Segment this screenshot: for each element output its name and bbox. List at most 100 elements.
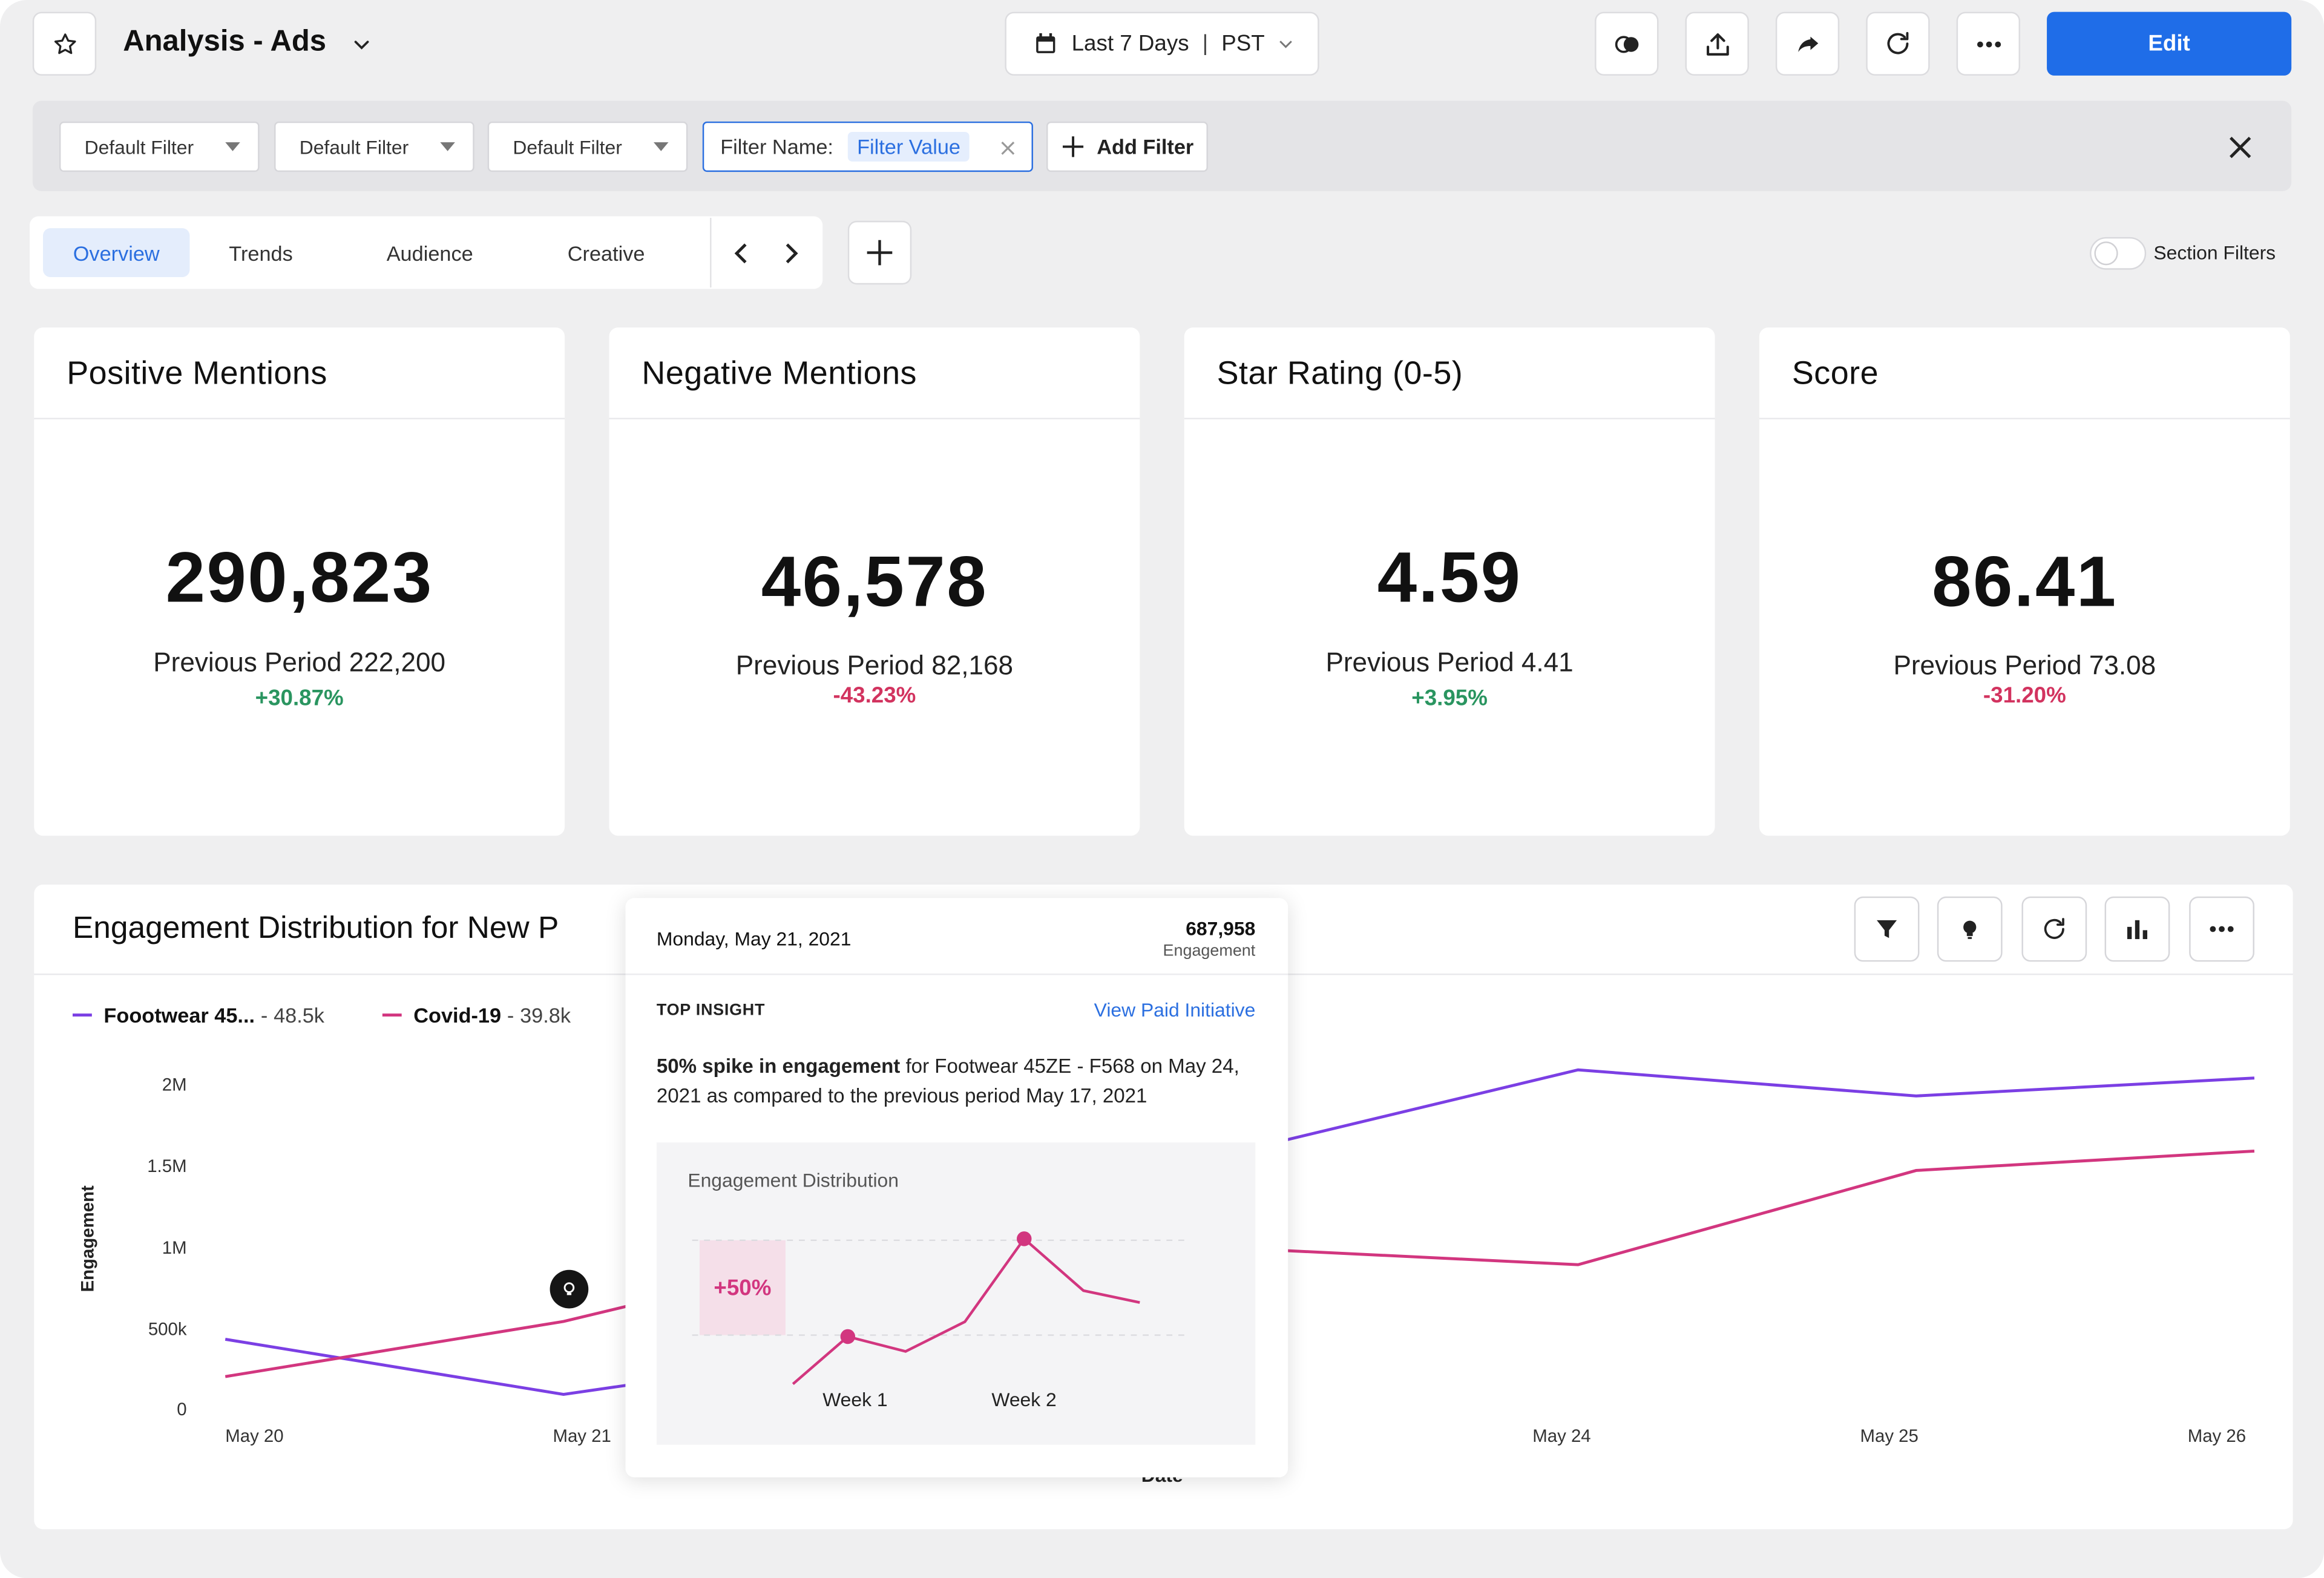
- x-tick-label: May 26: [2187, 1425, 2247, 1447]
- active-filter-value: Filter Value: [848, 131, 970, 162]
- insight-marker[interactable]: [550, 1269, 589, 1309]
- upload-icon: [1705, 32, 1728, 55]
- compare-button[interactable]: [1595, 11, 1659, 76]
- filter-label: Default Filter: [299, 136, 409, 158]
- mini-tick-week-1: Week 1: [822, 1388, 888, 1411]
- tab-trends[interactable]: Trends: [229, 240, 293, 265]
- legend-series-value: 39.8k: [520, 1003, 571, 1027]
- y-tick-label: 2M: [162, 1074, 187, 1095]
- more-icon: [1976, 41, 2000, 47]
- chart-more-button[interactable]: [2189, 896, 2254, 962]
- toggle-knob: [2094, 241, 2118, 266]
- kpi-previous-period: Previous Period 82,168: [735, 650, 1014, 681]
- favorite-button[interactable]: [32, 11, 97, 76]
- filter-label: Default Filter: [513, 136, 622, 158]
- mini-point-week-1: [840, 1329, 856, 1344]
- tab-creative[interactable]: Creative: [567, 240, 645, 265]
- filter-label: Default Filter: [84, 136, 194, 158]
- tab-divider: [710, 218, 712, 288]
- y-tick-label: 500k: [148, 1318, 187, 1340]
- kpi-divider: [34, 417, 565, 420]
- kpi-divider: [1759, 417, 2290, 420]
- chevron-left-icon: [734, 243, 747, 264]
- legend-swatch: [382, 1013, 402, 1017]
- share-button[interactable]: [1775, 11, 1840, 76]
- chevron-right-icon: [786, 243, 798, 264]
- default-filter-1[interactable]: Default Filter: [59, 121, 260, 172]
- mini-tick-week-2: Week 2: [991, 1388, 1057, 1411]
- tab-audience[interactable]: Audience: [386, 240, 473, 265]
- kpi-title: Star Rating (0-5): [1216, 354, 1463, 391]
- kpi-title: Score: [1791, 354, 1879, 391]
- tooltip-date: Monday, May 21, 2021: [656, 928, 852, 950]
- kpi-divider: [609, 417, 1140, 420]
- tab-scroll-right-button[interactable]: [776, 237, 806, 270]
- chevron-down-icon: [354, 41, 369, 50]
- kpi-card-score: Score 86.41 Previous Period 73.08 -31.20…: [1759, 327, 2290, 836]
- legend-dash: -: [260, 1003, 268, 1027]
- y-tick-label: 0: [177, 1398, 187, 1420]
- top-insight-label: TOP INSIGHT: [656, 1001, 766, 1020]
- legend-item-footwear[interactable]: Foootwear 45... - 48.5k: [73, 1003, 324, 1027]
- star-icon: [53, 33, 76, 54]
- view-paid-initiative-link[interactable]: View Paid Initiative: [1094, 998, 1256, 1021]
- tab-overview[interactable]: Overview: [43, 228, 190, 277]
- caret-down-icon: [225, 142, 240, 151]
- legend-item-covid[interactable]: Covid-19 - 39.8k: [382, 1003, 571, 1027]
- mini-spike-chart: [692, 1231, 1184, 1386]
- chevron-down-icon: [1279, 41, 1293, 48]
- bar-chart-icon: [2127, 920, 2147, 940]
- kpi-delta: +3.95%: [1411, 686, 1488, 712]
- section-filters-toggle[interactable]: [2090, 237, 2147, 270]
- kpi-value: 46,578: [761, 543, 988, 623]
- kpi-value: 290,823: [165, 539, 433, 618]
- timezone-label: PST: [1221, 31, 1265, 57]
- tooltip-divider: [625, 973, 1288, 975]
- tab-scroll-left-button[interactable]: [726, 237, 756, 270]
- x-tick-label: May 24: [1532, 1425, 1591, 1447]
- add-tab-button[interactable]: [847, 220, 912, 285]
- kpi-delta: -43.23%: [833, 683, 916, 709]
- edit-button[interactable]: Edit: [2047, 11, 2292, 76]
- kpi-value: 4.59: [1377, 539, 1522, 618]
- kpi-previous-period: Previous Period 73.08: [1893, 650, 2156, 681]
- close-filter-bar-button[interactable]: [2223, 131, 2256, 163]
- chart-refresh-button[interactable]: [2021, 896, 2087, 962]
- mini-point-week-2: [1017, 1231, 1032, 1246]
- plus-icon: [867, 240, 893, 266]
- mini-chart-title: Engagement Distribution: [688, 1169, 899, 1191]
- kpi-delta: -31.20%: [1983, 683, 2066, 709]
- default-filter-3[interactable]: Default Filter: [487, 121, 688, 172]
- y-tick-label: 1M: [162, 1237, 187, 1259]
- export-button[interactable]: [1685, 11, 1749, 76]
- date-range-picker[interactable]: Last 7 Days | PST: [1005, 11, 1319, 76]
- x-tick-label: May 21: [553, 1425, 611, 1447]
- legend-swatch: [73, 1013, 92, 1017]
- tooltip-value: 687,958: [1186, 917, 1256, 940]
- kpi-previous-period: Previous Period 222,200: [153, 647, 446, 678]
- plus-icon: [1062, 136, 1084, 157]
- date-separator: |: [1202, 31, 1209, 57]
- mini-trend-line: [792, 1237, 1140, 1386]
- insight-tooltip: Monday, May 21, 2021 687,958 Engagement …: [625, 898, 1288, 1478]
- more-options-button[interactable]: [1956, 11, 2020, 76]
- x-tick-label: May 20: [225, 1425, 284, 1447]
- refresh-button[interactable]: [1866, 11, 1930, 76]
- chart-insights-button[interactable]: [1937, 896, 2003, 962]
- page-title: Analysis - Ads: [123, 25, 327, 58]
- active-filter-name: Filter Name:: [720, 134, 833, 159]
- legend-dash: -: [507, 1003, 514, 1027]
- add-filter-button[interactable]: Add Filter: [1046, 121, 1208, 172]
- active-filter-chip[interactable]: Filter Name: Filter Value: [702, 121, 1033, 172]
- title-dropdown-button[interactable]: [344, 27, 379, 62]
- filter-icon: [1877, 920, 1897, 938]
- compare-icon: [1614, 35, 1638, 53]
- close-icon: [2228, 136, 2251, 158]
- default-filter-2[interactable]: Default Filter: [274, 121, 474, 172]
- clear-filter-icon[interactable]: [1000, 141, 1015, 156]
- chart-filter-button[interactable]: [1854, 896, 1920, 962]
- chart-type-button[interactable]: [2104, 896, 2170, 962]
- add-filter-label: Add Filter: [1097, 134, 1194, 159]
- share-icon: [1797, 36, 1818, 51]
